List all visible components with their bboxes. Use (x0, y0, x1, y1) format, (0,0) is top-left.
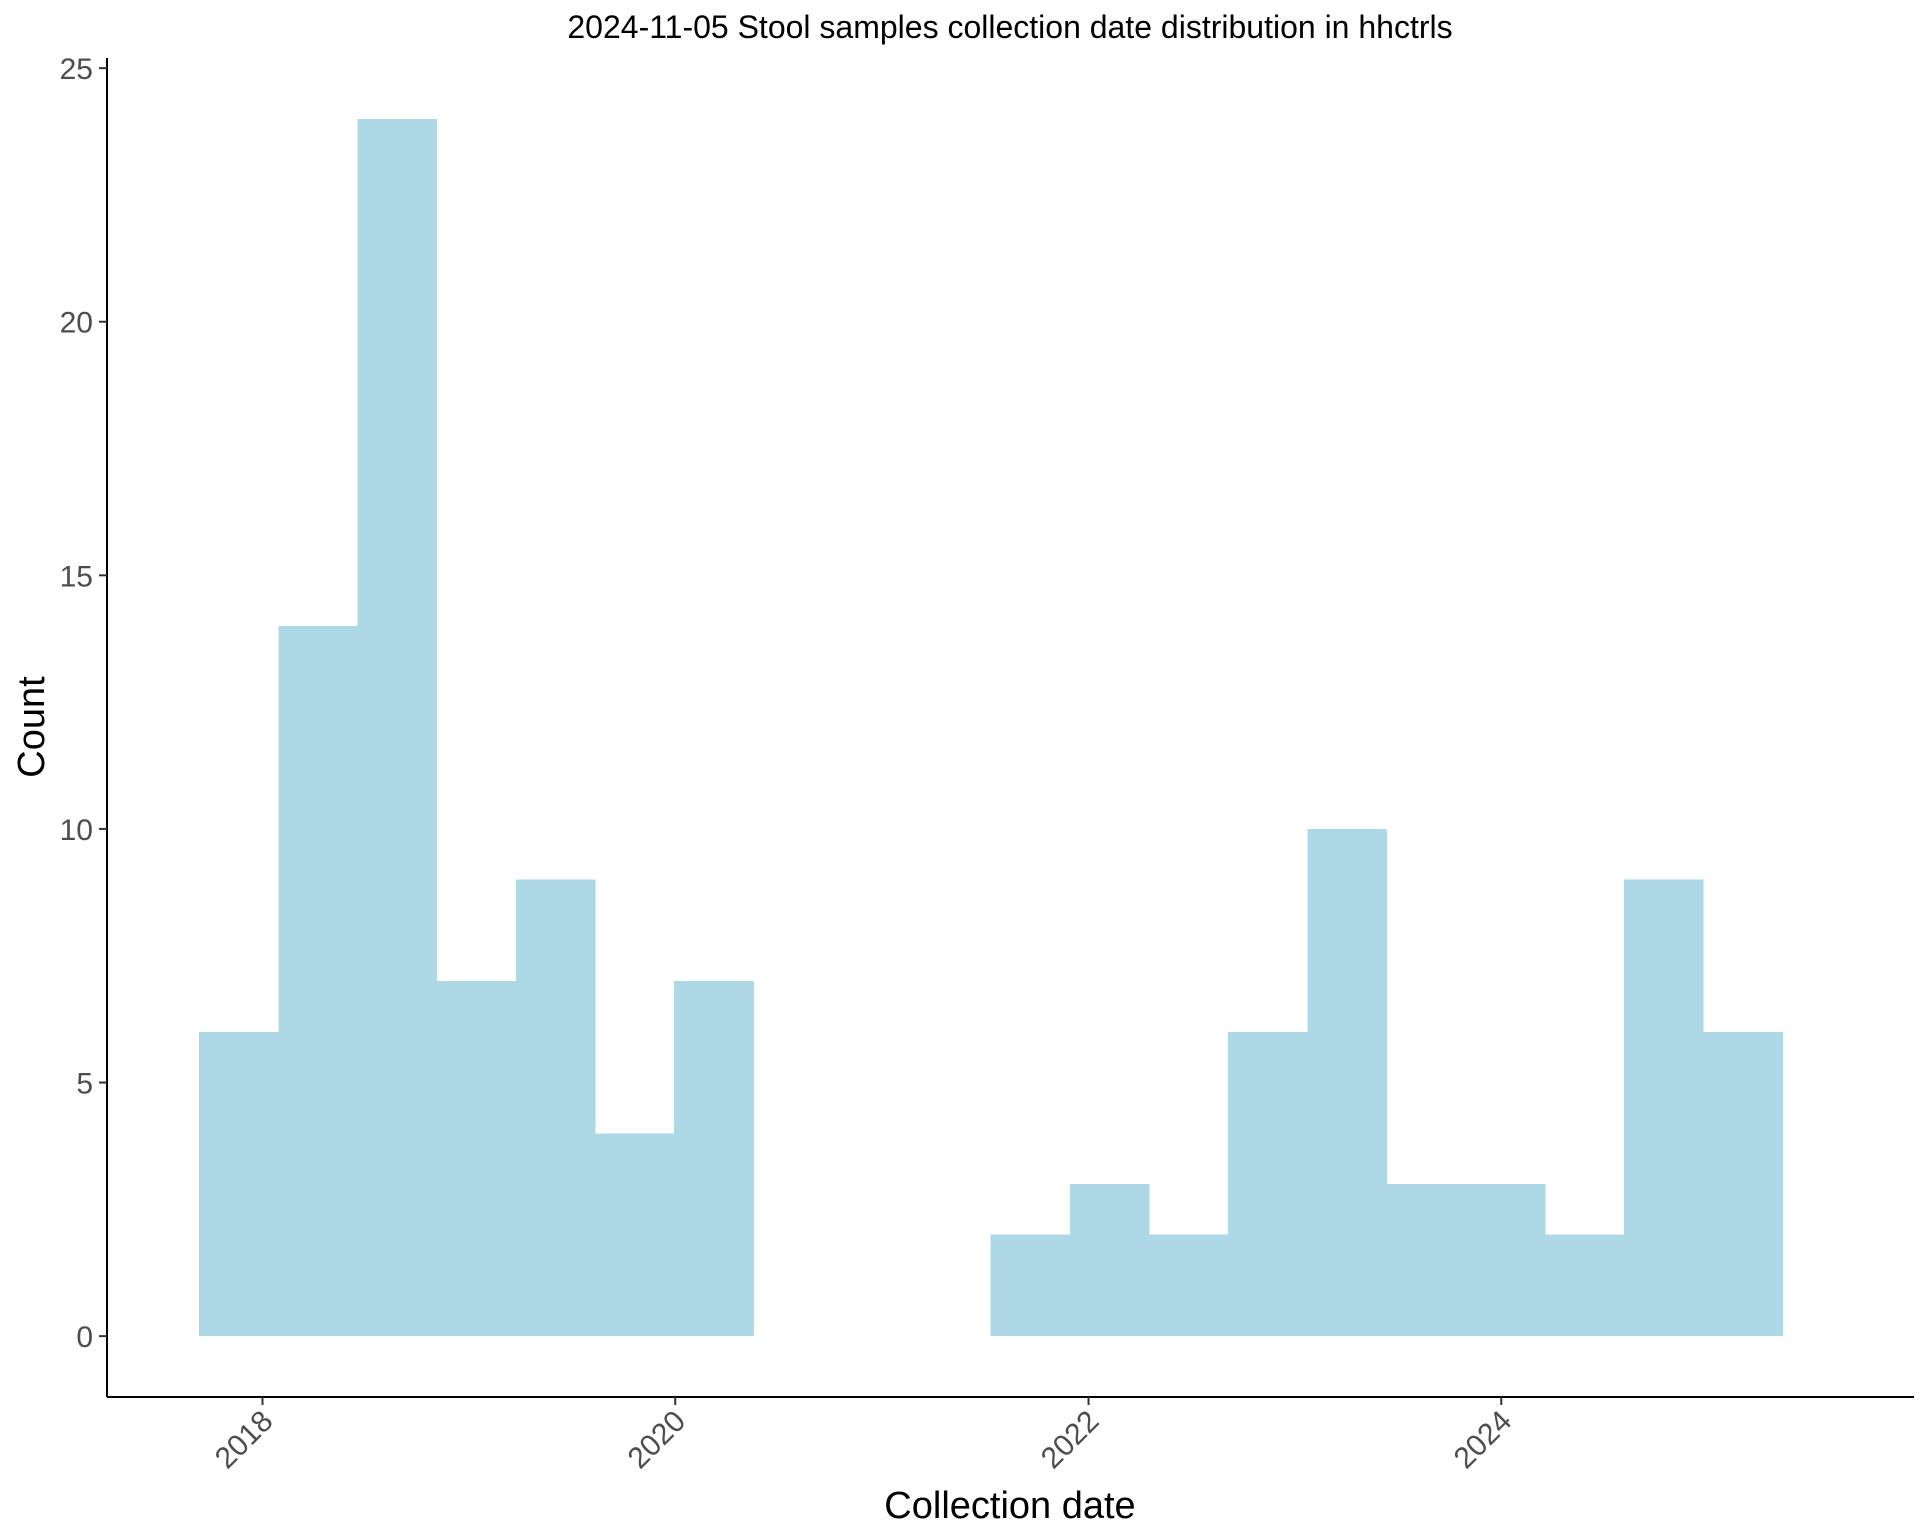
chart-title: 2024-11-05 Stool samples collection date… (567, 9, 1452, 45)
x-axis-ticks: 2018 2020 2022 2024 (209, 1397, 1518, 1475)
x-tick-label: 2022 (1035, 1405, 1106, 1476)
y-axis-ticks: 0 5 10 15 20 25 (60, 53, 107, 1354)
x-axis-title: Collection date (884, 1485, 1135, 1527)
axes-group (106, 58, 1914, 1398)
histogram-bar-1 (278, 626, 359, 1337)
histogram-bar-2 (357, 118, 438, 1337)
histogram-bar-3 (436, 981, 517, 1337)
histogram-bar-12 (1149, 1234, 1229, 1337)
y-tick-label: 10 (60, 814, 93, 847)
histogram-bar-17 (1544, 1234, 1625, 1337)
x-tick-label: 2018 (209, 1405, 280, 1476)
y-axis-title: Count (11, 676, 53, 778)
x-tick-label: 2024 (1448, 1405, 1519, 1476)
bars-group (199, 118, 1783, 1337)
histogram-bar-19 (1703, 1031, 1783, 1337)
x-tick-label: 2020 (622, 1405, 693, 1476)
histogram-bar-4 (515, 879, 596, 1337)
histogram-bar-16 (1465, 1183, 1546, 1337)
y-tick-label: 5 (76, 1068, 93, 1101)
histogram-bar-15 (1386, 1183, 1467, 1337)
histogram-bar-6 (674, 981, 754, 1337)
histogram-bar-11 (1069, 1183, 1150, 1337)
histogram-bar-13 (1228, 1031, 1308, 1337)
histogram-bar-18 (1623, 879, 1704, 1337)
histogram-bar-0 (199, 1031, 279, 1337)
y-tick-label: 25 (60, 53, 93, 86)
histogram-bar-5 (594, 1133, 675, 1337)
y-tick-label: 0 (76, 1321, 93, 1354)
histogram-bar-10 (990, 1234, 1071, 1337)
y-tick-label: 15 (60, 560, 93, 593)
histogram-bar-14 (1307, 828, 1388, 1337)
y-tick-label: 20 (60, 307, 93, 340)
